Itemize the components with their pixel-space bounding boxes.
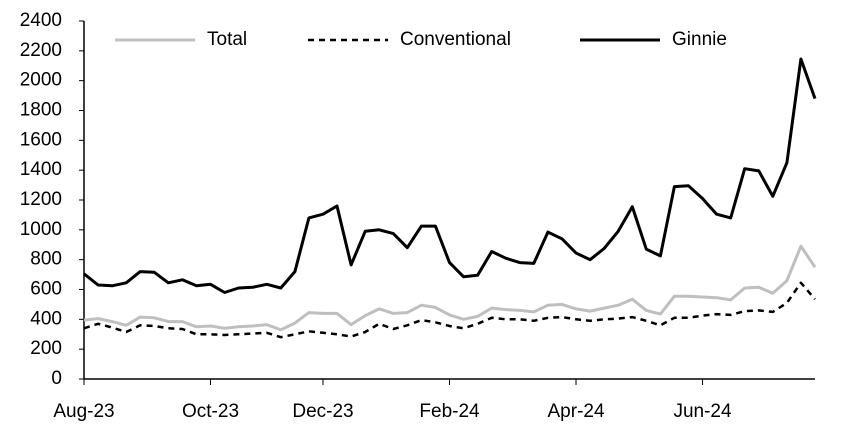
y-tick-label: 1200 [20,189,62,210]
y-tick-label: 1000 [20,219,62,240]
y-tick-label: 200 [30,338,62,359]
legend-label: Conventional [400,29,511,50]
y-tick-label: 400 [30,308,62,329]
y-tick-label: 1600 [20,129,62,150]
y-tick-label: 600 [30,279,62,300]
y-tick-label: 2400 [20,10,62,31]
y-tick-label: 0 [51,368,62,389]
x-tick-label: Feb-24 [419,401,480,422]
x-tick-label: Jun-24 [673,401,732,422]
x-tick-label: Apr-24 [548,401,605,422]
series-line [83,57,817,294]
x-tick-label: Dec-23 [292,401,353,422]
x-tick-label: Oct-23 [182,401,239,422]
series-line [83,244,817,332]
x-tick-label: Aug-23 [53,401,114,422]
y-tick-label: 1800 [20,100,62,121]
series-line [83,281,816,339]
legend-label: Total [207,29,247,50]
y-tick-label: 800 [30,249,62,270]
legend-label: Ginnie [672,29,727,50]
y-tick-label: 1400 [20,159,62,180]
y-tick-label: 2000 [20,70,62,91]
y-tick-label: 2200 [20,40,62,61]
